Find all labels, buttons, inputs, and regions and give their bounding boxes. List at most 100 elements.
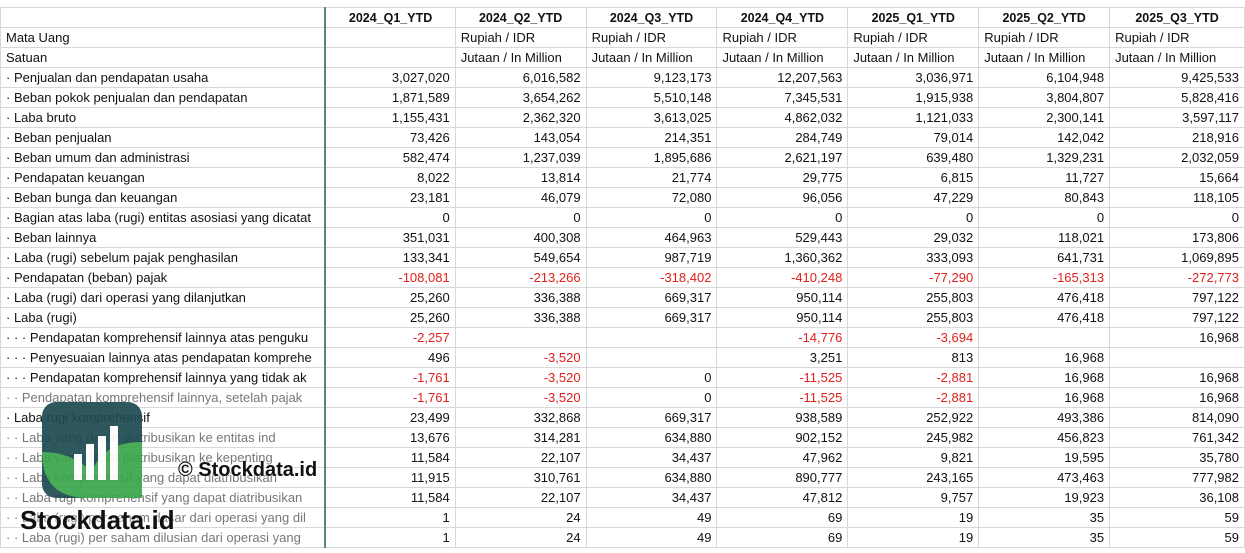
cell: -2,881 — [847, 367, 980, 388]
cell: Jutaan / In Million — [978, 47, 1111, 68]
cell: 34,437 — [585, 487, 718, 508]
cell: 9,425,533 — [1109, 67, 1245, 88]
cell: 16,968 — [1109, 387, 1245, 408]
cell: 80,843 — [978, 187, 1111, 208]
cell: 16,968 — [1109, 367, 1245, 388]
cell: 142,042 — [978, 127, 1111, 148]
cell: 0 — [847, 207, 980, 228]
cell: 1,915,938 — [847, 87, 980, 108]
cell: 69 — [716, 527, 849, 548]
cell: 1,329,231 — [978, 147, 1111, 168]
cell: -2,257 — [324, 327, 456, 348]
cell: 493,386 — [978, 407, 1111, 428]
row: · · Laba (rugi) per saham dasar dari ope… — [0, 507, 1245, 528]
cell: -1,761 — [324, 387, 456, 408]
cell: 332,868 — [454, 407, 587, 428]
cell: 1 — [324, 527, 456, 548]
cell: 47,812 — [716, 487, 849, 508]
cell: 902,152 — [716, 427, 849, 448]
row: · · Laba yang dapat diatribusikan ke kep… — [0, 447, 1245, 468]
cell: 47,962 — [716, 447, 849, 468]
cell: 473,463 — [978, 467, 1111, 488]
cell: 9,821 — [847, 447, 980, 468]
cell — [0, 7, 327, 28]
cell: 79,014 — [847, 127, 980, 148]
cell: 2024_Q2_YTD — [454, 7, 587, 28]
cell: 16,968 — [978, 387, 1111, 408]
cell: 496 — [324, 347, 456, 368]
cell: 96,056 — [716, 187, 849, 208]
cell: 3,804,807 — [978, 87, 1111, 108]
cell: 23,181 — [324, 187, 456, 208]
cell — [454, 327, 587, 348]
cell: 950,114 — [716, 307, 849, 328]
cell: -108,081 — [324, 267, 456, 288]
row: Satuan Jutaan / In Million Jutaan / In Mil… — [0, 47, 1245, 68]
row: · Laba (rugi) sebelum pajak penghasilan 1… — [0, 247, 1245, 268]
cell: 938,589 — [716, 407, 849, 428]
cell: 22,107 — [454, 447, 587, 468]
cell: 2,621,197 — [716, 147, 849, 168]
cell: 252,922 — [847, 407, 980, 428]
cell: Rupiah / IDR — [585, 27, 718, 48]
cell: 9,757 — [847, 487, 980, 508]
cell: -3,520 — [454, 387, 587, 408]
cell: 35 — [978, 527, 1111, 548]
cell: 634,880 — [585, 427, 718, 448]
cell: 0 — [978, 207, 1111, 228]
cell: 3,251 — [716, 347, 849, 368]
cell: 1 — [324, 507, 456, 528]
cell: · Laba (rugi) dari operasi yang dilanjut… — [0, 287, 327, 308]
cell: Rupiah / IDR — [847, 27, 980, 48]
cell: 218,916 — [1109, 127, 1245, 148]
cell: 950,114 — [716, 287, 849, 308]
row: · Penjualan dan pendapatan usaha 3,027,02… — [0, 67, 1245, 88]
cell: 34,437 — [585, 447, 718, 468]
cell: 4,862,032 — [716, 107, 849, 128]
cell: 761,342 — [1109, 427, 1245, 448]
cell: -272,773 — [1109, 267, 1245, 288]
cell: 25,260 — [324, 307, 456, 328]
cell: 641,731 — [978, 247, 1111, 268]
cell: 0 — [585, 207, 718, 228]
cell: · · Laba (rugi) per saham dilusian dari … — [0, 527, 327, 548]
cell: 2024_Q4_YTD — [716, 7, 849, 28]
cell: 59 — [1109, 507, 1245, 528]
cell: 351,031 — [324, 227, 456, 248]
cell: 797,122 — [1109, 287, 1245, 308]
cell: -410,248 — [716, 267, 849, 288]
cell: 143,054 — [454, 127, 587, 148]
cell: 3,597,117 — [1109, 107, 1245, 128]
cell: 3,613,025 — [585, 107, 718, 128]
cell: 118,021 — [978, 227, 1111, 248]
cell: 255,803 — [847, 287, 980, 308]
cell: 24 — [454, 507, 587, 528]
cell: Rupiah / IDR — [978, 27, 1111, 48]
cell: Jutaan / In Million — [454, 47, 587, 68]
cell: 13,676 — [324, 427, 456, 448]
cell: 59 — [1109, 527, 1245, 548]
cell: 73,426 — [324, 127, 456, 148]
cell: 11,584 — [324, 447, 456, 468]
row: · Beban bunga dan keuangan 23,181 46,079 72… — [0, 187, 1245, 208]
cell: · Penjualan dan pendapatan usaha — [0, 67, 327, 88]
cell: 549,654 — [454, 247, 587, 268]
cell: 21,774 — [585, 167, 718, 188]
row: · Laba rugi komprehensif 23,499 332,868 669… — [0, 407, 1245, 428]
cell: 243,165 — [847, 467, 980, 488]
row: · · Laba rugi komprehensif yang dapat di… — [0, 487, 1245, 508]
cell: · Beban pokok penjualan dan pendapatan — [0, 87, 327, 108]
cell: 2025_Q1_YTD — [847, 7, 980, 28]
cell: Mata Uang — [0, 27, 327, 48]
cell: -77,290 — [847, 267, 980, 288]
row: · · Laba yang dapat diatribusikan ke ent… — [0, 427, 1245, 448]
row: · · Laba komprehensif yang dapat diatrib… — [0, 467, 1245, 488]
cell: Rupiah / IDR — [454, 27, 587, 48]
cell: · Beban penjualan — [0, 127, 327, 148]
cell: Jutaan / In Million — [585, 47, 718, 68]
cell: 16,968 — [978, 367, 1111, 388]
cell: 476,418 — [978, 307, 1111, 328]
cell: 35,780 — [1109, 447, 1245, 468]
cell: 797,122 — [1109, 307, 1245, 328]
